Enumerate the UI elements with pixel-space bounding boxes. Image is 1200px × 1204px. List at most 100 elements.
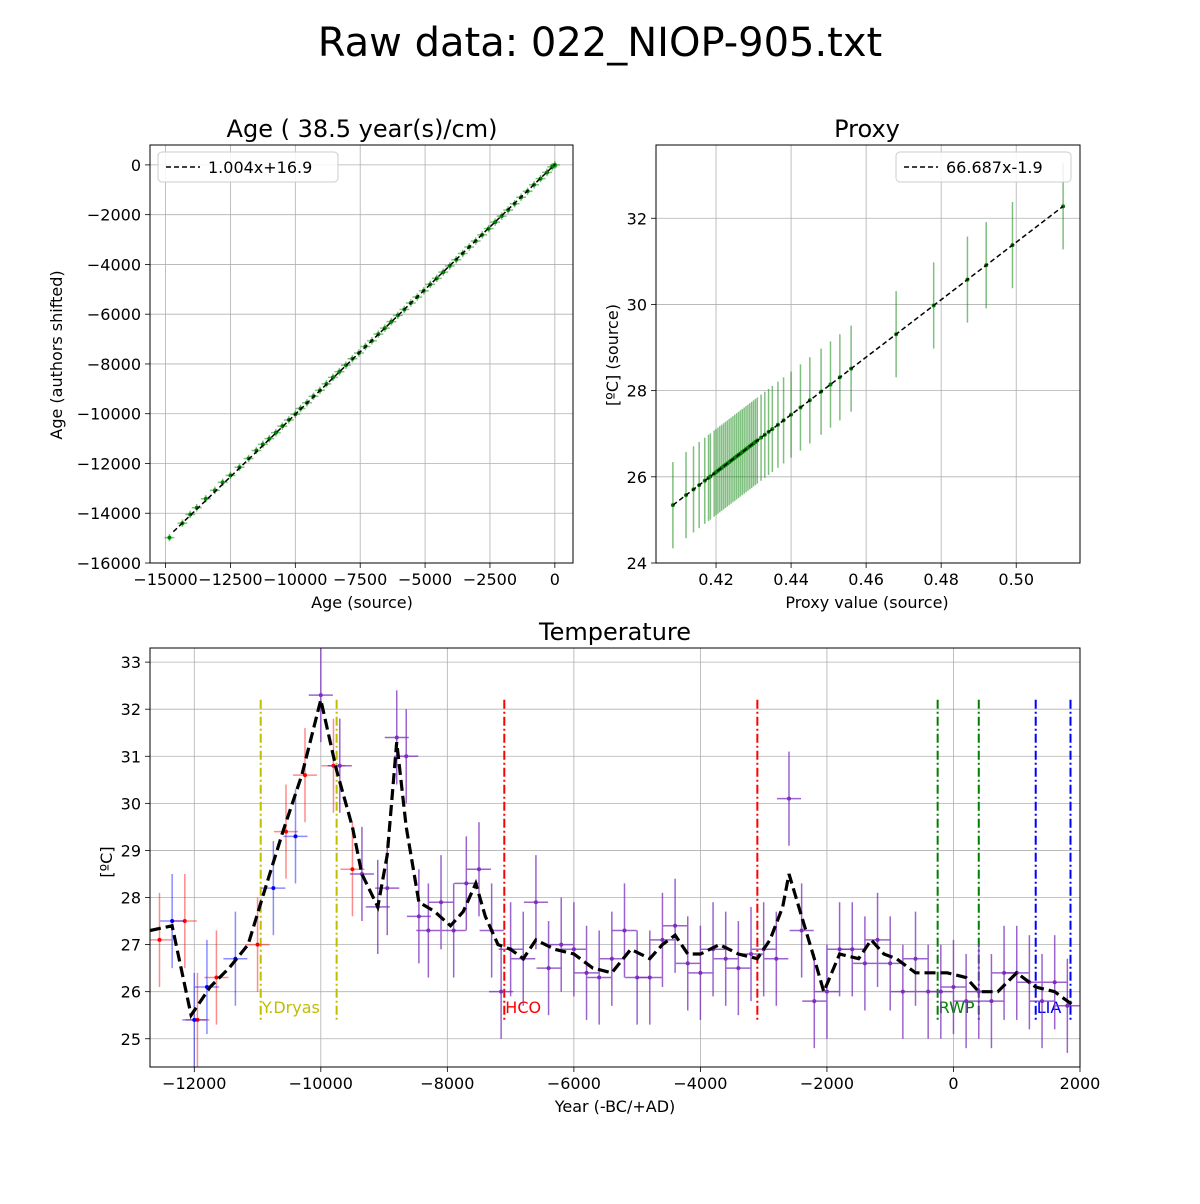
age-point [164, 533, 175, 542]
temperature-point-marker [350, 867, 355, 872]
temperature-point-marker [647, 975, 652, 980]
temperature-chart-title: Temperature [538, 618, 691, 646]
age-point-marker [260, 442, 265, 447]
temperature-point-marker [337, 763, 342, 768]
temperature-point-marker [195, 1017, 200, 1022]
age-y-tick-label: −6000 [87, 305, 141, 324]
temperature-point-marker [635, 975, 640, 980]
proxy-point [759, 394, 764, 481]
temperature-point [814, 944, 839, 1039]
temperature-point [675, 916, 700, 1011]
temperature-point [928, 944, 953, 1039]
age-point [191, 504, 202, 512]
temperature-point [274, 784, 299, 879]
age-point-marker [273, 430, 278, 435]
temperature-point-marker [812, 999, 817, 1004]
temperature-point-marker [1040, 999, 1045, 1004]
age-legend-label: 1.004x+16.9 [208, 158, 312, 177]
temperature-x-tick-label: 0 [948, 1074, 958, 1093]
temperature-point-marker [559, 942, 564, 947]
temperature-point-marker [1052, 980, 1057, 985]
temperature-x-tick-label: −8000 [420, 1074, 474, 1093]
age-y-tick-label: −10000 [77, 405, 141, 424]
temperature-point-marker [938, 989, 943, 994]
proxy-x-tick-label: 0.44 [773, 570, 809, 589]
age-point [270, 428, 281, 437]
temperature-point-marker [271, 886, 276, 891]
proxy-y-tick-label: 32 [627, 209, 647, 228]
proxy-legend-box [895, 151, 1072, 183]
temperature-point-marker [850, 947, 855, 952]
temperature-point-marker [964, 999, 969, 1004]
figure-title: Raw data: 022_NIOP-905.txt [318, 20, 882, 66]
temperature-point [245, 897, 270, 992]
temperature-point [204, 930, 229, 1025]
temperature-y-tick-label: 28 [121, 889, 141, 908]
temperature-point-marker [464, 881, 469, 886]
age-x-axis-label: Age (source) [311, 593, 413, 612]
temperature-point [406, 869, 431, 964]
temperature-point [903, 911, 928, 1006]
temperature-point-marker [622, 928, 627, 933]
temperature-point-marker [597, 975, 602, 980]
temperature-point-marker [533, 900, 538, 905]
proxy-x-tick-label: 0.48 [923, 570, 959, 589]
temperature-point [523, 855, 548, 950]
temperature-point-marker [416, 914, 421, 919]
age-legend-box [157, 151, 339, 183]
age-point [328, 373, 338, 382]
proxy-y-axis-label: [ºC] (source) [603, 304, 622, 406]
age-legend: 1.004x+16.9 [157, 151, 339, 183]
temperature-point [852, 916, 877, 1011]
temperature-point [789, 883, 814, 978]
temperature-point-marker [660, 937, 665, 942]
temperature-point-marker [1002, 970, 1007, 975]
temperature-data [150, 648, 1080, 1067]
temperature-point-marker [673, 923, 678, 928]
temperature-point-marker [439, 900, 444, 905]
period-label: Y.Dryas [261, 998, 320, 1017]
temperature-point [489, 944, 514, 1039]
proxy-y-tick-label: 28 [627, 382, 647, 401]
age-x-tick-label: −7500 [333, 570, 387, 589]
temperature-point-marker [926, 989, 931, 994]
temperature-point [840, 902, 865, 997]
temperature-point [429, 855, 454, 950]
age-x-tick-label: −10000 [263, 570, 327, 589]
proxy-legend-label: 66.687x-1.9 [946, 158, 1043, 177]
age-y-tick-label: 0 [131, 156, 141, 175]
age-point [209, 486, 220, 495]
temperature-point-marker [799, 928, 804, 933]
temperature-y-tick-label: 32 [121, 700, 141, 719]
temperature-point-marker [214, 975, 219, 980]
temperature-point-marker [837, 947, 842, 952]
temperature-point [327, 718, 352, 813]
proxy-frame [655, 144, 1081, 564]
age-point [277, 422, 288, 430]
temperature-point [1055, 958, 1080, 1053]
temperature-point-marker [157, 937, 162, 942]
age-y-tick-label: −14000 [77, 504, 141, 523]
temperature-point [292, 728, 318, 823]
age-x-tick-label: 0 [550, 570, 560, 589]
temperature-point [650, 892, 675, 987]
temperature-point-marker [1065, 1003, 1070, 1008]
temperature-point [663, 878, 688, 973]
temperature-point [1030, 954, 1055, 1049]
temperature-frame [149, 647, 1081, 1068]
proxy-x-tick-label: 0.42 [698, 570, 734, 589]
temperature-point-marker [989, 999, 994, 1004]
temperature-point-marker [571, 947, 576, 952]
age-point-marker [545, 170, 550, 175]
temperature-point-marker [698, 970, 703, 975]
age-chart-title: Age ( 38.5 year(s)/cm) [227, 115, 498, 143]
proxy-legend: 66.687x-1.9 [895, 151, 1072, 183]
temperature-smoothed-line [150, 699, 1075, 1020]
temperature-point-marker [182, 919, 187, 924]
temperature-point-marker [170, 919, 175, 924]
temperature-point [599, 911, 624, 1006]
proxy-x-axis-label: Proxy value (source) [785, 593, 948, 612]
age-chart: Age ( 38.5 year(s)/cm) Age (source) Age … [47, 115, 574, 612]
temperature-point-marker [499, 989, 504, 994]
